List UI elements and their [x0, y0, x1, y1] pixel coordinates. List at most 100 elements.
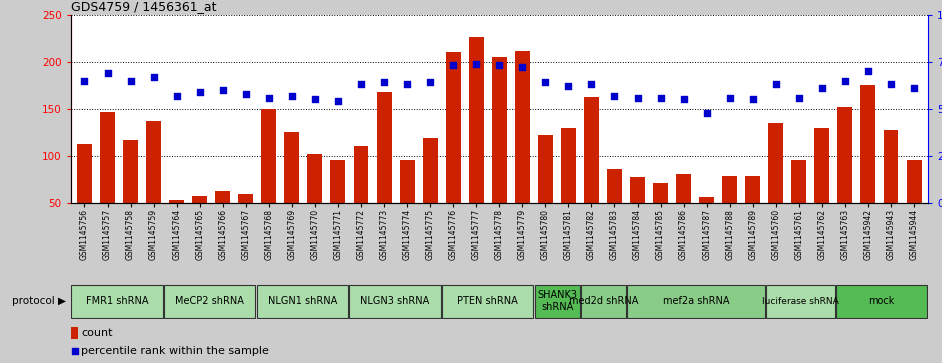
Bar — [446, 52, 461, 250]
Bar — [72, 285, 163, 318]
Point — [170, 93, 185, 99]
Bar — [492, 57, 507, 250]
Bar — [860, 85, 875, 250]
Point — [607, 93, 622, 99]
Bar — [607, 169, 622, 250]
Text: MeCP2 shRNA: MeCP2 shRNA — [175, 296, 244, 306]
Bar — [584, 97, 599, 250]
Point — [261, 95, 276, 101]
Bar — [377, 92, 392, 250]
Point — [123, 78, 138, 83]
Point — [630, 95, 645, 101]
Bar — [884, 130, 899, 250]
Bar — [284, 132, 300, 250]
Bar — [630, 177, 645, 250]
Bar — [100, 112, 115, 250]
Text: med2d shRNA: med2d shRNA — [569, 296, 638, 306]
Bar — [767, 285, 835, 318]
Bar — [538, 135, 553, 250]
Bar — [331, 160, 346, 250]
Bar — [837, 107, 853, 250]
Bar — [261, 109, 276, 250]
Text: GDS4759 / 1456361_at: GDS4759 / 1456361_at — [71, 0, 216, 13]
Point — [745, 97, 760, 102]
Bar — [123, 140, 138, 250]
Point — [653, 95, 668, 101]
Point — [423, 79, 438, 85]
Bar — [469, 37, 483, 250]
Bar — [349, 285, 441, 318]
Bar — [906, 160, 921, 250]
Point — [769, 81, 784, 87]
Bar — [791, 160, 806, 250]
Bar — [535, 285, 579, 318]
Bar — [515, 51, 529, 250]
Point — [377, 79, 392, 85]
Point — [469, 61, 484, 66]
Bar — [676, 174, 691, 250]
Text: percentile rank within the sample: percentile rank within the sample — [81, 346, 269, 356]
Point — [446, 62, 461, 68]
Bar — [745, 176, 760, 250]
Bar — [238, 194, 253, 250]
Point — [77, 78, 92, 83]
Point — [538, 79, 553, 85]
Point — [67, 348, 82, 354]
Point — [100, 70, 115, 76]
Text: NLGN3 shRNA: NLGN3 shRNA — [361, 296, 430, 306]
Point — [284, 93, 300, 99]
Bar — [442, 285, 533, 318]
Text: mef2a shRNA: mef2a shRNA — [663, 296, 729, 306]
Bar — [836, 285, 927, 318]
Point — [860, 68, 875, 74]
Text: protocol ▶: protocol ▶ — [12, 296, 66, 306]
Point — [906, 85, 921, 91]
Point — [676, 97, 691, 102]
Point — [791, 95, 806, 101]
Point — [814, 85, 829, 91]
Bar — [723, 176, 738, 250]
Point — [699, 110, 714, 115]
Bar — [146, 121, 161, 250]
Bar — [560, 128, 576, 250]
Bar — [256, 285, 348, 318]
Bar — [627, 285, 765, 318]
Point — [837, 78, 853, 83]
Text: count: count — [81, 328, 113, 338]
Point — [146, 74, 161, 80]
Text: SHANK3
shRNA: SHANK3 shRNA — [537, 290, 577, 312]
Point — [399, 81, 414, 87]
Point — [192, 89, 207, 95]
Bar — [653, 183, 668, 250]
Point — [584, 81, 599, 87]
Point — [215, 87, 230, 93]
Bar — [164, 285, 255, 318]
Text: luciferase shRNA: luciferase shRNA — [762, 297, 838, 306]
Point — [514, 65, 529, 70]
Point — [492, 62, 507, 68]
Text: NLGN1 shRNA: NLGN1 shRNA — [268, 296, 337, 306]
Bar — [399, 160, 414, 250]
Text: FMR1 shRNA: FMR1 shRNA — [86, 296, 148, 306]
Point — [331, 98, 346, 104]
Bar — [699, 197, 714, 250]
Point — [353, 81, 368, 87]
Bar — [192, 196, 207, 250]
Bar — [815, 128, 829, 250]
Bar — [581, 285, 626, 318]
Text: mock: mock — [869, 296, 895, 306]
Bar — [353, 146, 368, 250]
Text: PTEN shRNA: PTEN shRNA — [457, 296, 518, 306]
Bar — [71, 327, 78, 339]
Bar — [769, 123, 783, 250]
Point — [884, 81, 899, 87]
Point — [238, 91, 253, 97]
Point — [307, 97, 322, 102]
Bar — [170, 200, 184, 250]
Point — [560, 83, 576, 89]
Bar — [307, 154, 322, 250]
Point — [723, 95, 738, 101]
Bar — [423, 138, 438, 250]
Bar — [77, 144, 92, 250]
Bar — [216, 191, 230, 250]
